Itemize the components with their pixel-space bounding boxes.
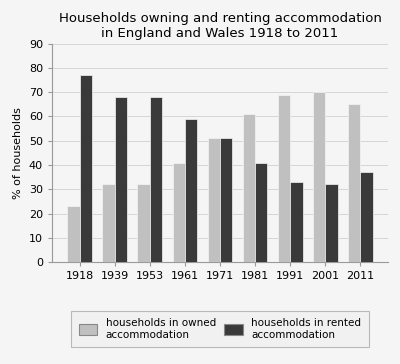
- Bar: [278, 95, 290, 262]
- Legend: households in owned
accommodation, households in rented
accommodation: households in owned accommodation, house…: [71, 311, 369, 347]
- Bar: [290, 182, 302, 262]
- Bar: [173, 163, 185, 262]
- Bar: [243, 114, 255, 262]
- Bar: [208, 138, 220, 262]
- Bar: [138, 185, 150, 262]
- Bar: [185, 119, 197, 262]
- Bar: [220, 138, 232, 262]
- Bar: [115, 97, 127, 262]
- Bar: [255, 163, 267, 262]
- Bar: [80, 75, 92, 262]
- Bar: [348, 104, 360, 262]
- Bar: [313, 92, 325, 262]
- Title: Households owning and renting accommodation
in England and Wales 1918 to 2011: Households owning and renting accommodat…: [58, 12, 382, 40]
- Y-axis label: % of households: % of households: [13, 107, 23, 199]
- Bar: [360, 172, 373, 262]
- Bar: [150, 97, 162, 262]
- Bar: [102, 185, 115, 262]
- Bar: [67, 206, 80, 262]
- Bar: [325, 185, 338, 262]
